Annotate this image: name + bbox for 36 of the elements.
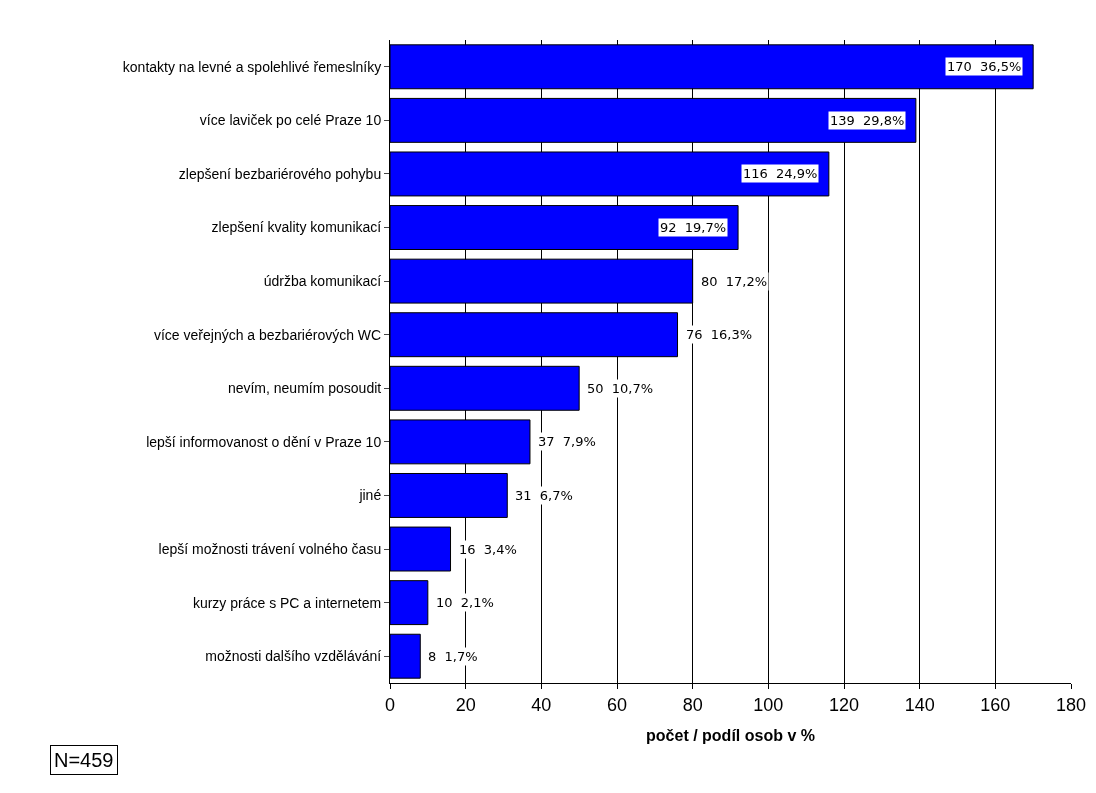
y-tick-label: kontakty na levné a spolehlivé řemeslníky xyxy=(122,58,382,75)
x-tick-label: 160 xyxy=(980,694,1011,715)
x-tick-label: 120 xyxy=(828,694,860,715)
x-tick-label: 80 xyxy=(682,694,703,715)
y-tick-label: více laviček po celé Praze 10 xyxy=(199,112,382,129)
y-tick-label: nevím, neumím posoudit xyxy=(227,380,382,397)
y-tick-label: lepší informovanost o dění v Praze 10 xyxy=(146,433,382,450)
data-label: 170 36,5% xyxy=(947,59,1022,74)
x-tick-label: 40 xyxy=(531,694,552,715)
y-tick-label: kurzy práce s PC a internetem xyxy=(192,594,382,611)
x-tick-label: 100 xyxy=(753,694,784,715)
data-label: 16 3,4% xyxy=(459,542,517,557)
text: N=459 xyxy=(54,749,114,771)
data-label: 37 7,9% xyxy=(538,434,596,449)
x-tick-label: 0 xyxy=(384,694,396,715)
data-label: 92 19,7% xyxy=(660,220,727,235)
data-label: 10 2,1% xyxy=(436,595,494,610)
y-tick-label: jiné xyxy=(358,487,382,504)
data-label: 76 16,3% xyxy=(686,327,753,342)
x-tick-label: 60 xyxy=(606,694,628,715)
x-tick-label: 180 xyxy=(1055,694,1087,715)
x-tick-label: 140 xyxy=(904,694,935,715)
data-label: 116 24,9% xyxy=(743,166,818,181)
y-tick-label: zlepšení kvality komunikací xyxy=(211,219,382,236)
y-tick-label: lepší možnosti trávení volného času xyxy=(158,540,382,557)
x-tick-label: 20 xyxy=(455,694,476,715)
data-label: 139 29,8% xyxy=(830,113,905,128)
y-tick-label: možnosti dalšího vzdělávání xyxy=(205,648,382,665)
data-label: 80 17,2% xyxy=(701,274,768,289)
y-tick-label: údržba komunikací xyxy=(263,273,382,290)
x-axis-title: počet / podíl osob v % xyxy=(646,727,815,744)
y-tick-label: více veřejných a bezbariérových WC xyxy=(154,326,382,343)
data-label: 50 10,7% xyxy=(587,381,654,396)
data-label: 8 1,7% xyxy=(428,649,478,664)
data-label: 31 6,7% xyxy=(515,488,573,503)
y-tick-label: zlepšení bezbariérového pohybu xyxy=(178,165,382,182)
